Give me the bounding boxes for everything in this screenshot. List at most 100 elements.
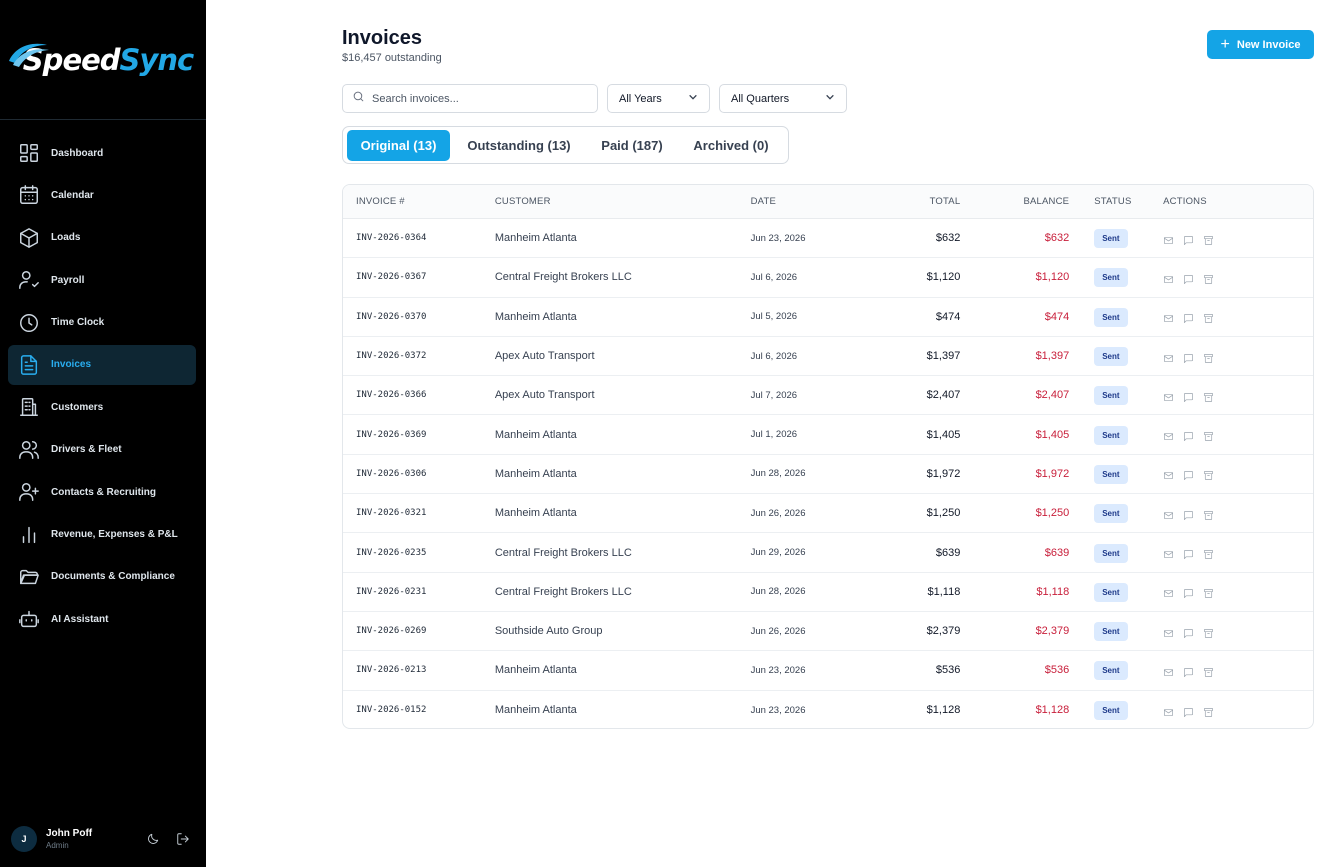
sidebar-item-payroll[interactable]: Payroll — [8, 260, 196, 300]
table-row[interactable]: INV-2026-0321 Manheim Atlanta Jun 26, 20… — [343, 494, 1313, 534]
sidebar-item-invoices[interactable]: Invoices — [8, 344, 196, 385]
invoice-number[interactable]: INV-2026-0372 — [356, 351, 427, 362]
table-row[interactable]: INV-2026-0364 Manheim Atlanta Jun 23, 20… — [343, 219, 1313, 259]
message-icon[interactable] — [1183, 665, 1194, 677]
sidebar-item-loads[interactable]: Loads — [8, 218, 196, 258]
email-icon[interactable] — [1163, 547, 1174, 559]
message-icon[interactable] — [1183, 547, 1194, 559]
col-balance-header[interactable]: BALANCE — [1023, 196, 1070, 207]
invoice-number[interactable]: INV-2026-0235 — [356, 547, 427, 558]
col-invoice-header[interactable]: INVOICE # — [356, 196, 405, 207]
brand-logo[interactable]: SpeedSync — [0, 0, 206, 120]
email-icon[interactable] — [1163, 626, 1174, 637]
archive-icon[interactable] — [1203, 626, 1214, 638]
table-row[interactable]: INV-2026-0306 Manheim Atlanta Jun 28, 20… — [343, 455, 1313, 495]
invoice-number[interactable]: INV-2026-0370 — [356, 311, 427, 322]
archive-icon[interactable] — [1203, 311, 1214, 324]
invoice-number[interactable]: INV-2026-0367 — [356, 272, 427, 283]
archive-icon[interactable] — [1203, 468, 1214, 481]
email-icon[interactable] — [1163, 351, 1174, 362]
invoice-number[interactable]: INV-2026-0321 — [356, 508, 427, 519]
email-icon[interactable] — [1163, 311, 1174, 323]
email-icon[interactable] — [1163, 508, 1174, 519]
invoice-number[interactable]: INV-2026-0231 — [356, 586, 427, 597]
quarter-select[interactable]: All Quarters — [719, 84, 847, 113]
status-cell: Sent — [1069, 621, 1163, 642]
table-row[interactable]: INV-2026-0367 Central Freight Brokers LL… — [343, 258, 1313, 298]
invoice-number[interactable]: INV-2026-0306 — [356, 468, 427, 479]
invoice-number[interactable]: INV-2026-0213 — [356, 665, 427, 676]
invoice-number[interactable]: INV-2026-0366 — [356, 390, 427, 401]
message-icon[interactable] — [1183, 390, 1194, 402]
email-icon[interactable] — [1163, 468, 1174, 480]
col-customer-header[interactable]: CUSTOMER — [494, 196, 551, 207]
search-input[interactable] — [372, 92, 592, 105]
sidebar-item-dashboard[interactable]: Dashboard — [8, 133, 196, 173]
message-icon[interactable] — [1183, 626, 1194, 638]
message-icon[interactable] — [1183, 586, 1194, 599]
archive-icon[interactable] — [1203, 351, 1214, 363]
archive-icon[interactable] — [1203, 390, 1214, 402]
archive-icon[interactable] — [1203, 272, 1214, 284]
invoice-date: Jun 26, 2026 — [750, 507, 806, 519]
email-icon[interactable] — [1163, 705, 1174, 716]
message-icon[interactable] — [1183, 233, 1194, 245]
archive-icon[interactable] — [1203, 665, 1214, 677]
logout-button[interactable] — [176, 832, 190, 846]
message-icon[interactable] — [1183, 311, 1194, 324]
message-icon[interactable] — [1183, 508, 1194, 520]
table-row[interactable]: INV-2026-0370 Manheim Atlanta Jul 5, 202… — [343, 298, 1313, 337]
sidebar-item-drivers-fleet[interactable]: Drivers & Fleet — [8, 430, 196, 470]
email-icon[interactable] — [1163, 272, 1174, 283]
new-invoice-button[interactable]: + New Invoice — [1207, 30, 1314, 59]
table-row[interactable]: INV-2026-0235 Central Freight Brokers LL… — [343, 533, 1313, 573]
table-row[interactable]: INV-2026-0213 Manheim Atlanta Jun 23, 20… — [343, 651, 1313, 691]
sidebar-item-ai-assistant[interactable]: AI Assistant — [8, 599, 196, 639]
year-select[interactable]: All Years — [607, 84, 710, 113]
message-icon[interactable] — [1183, 705, 1194, 717]
email-icon[interactable] — [1163, 429, 1174, 441]
tab-original[interactable]: Original (13) — [347, 129, 450, 161]
tab-archived[interactable]: Archived (0) — [693, 137, 769, 153]
archive-icon[interactable] — [1203, 233, 1214, 245]
invoice-number[interactable]: INV-2026-0364 — [356, 233, 427, 244]
table-row[interactable]: INV-2026-0269 Southside Auto Group Jun 2… — [343, 612, 1313, 652]
table-body: INV-2026-0364 Manheim Atlanta Jun 23, 20… — [343, 219, 1313, 728]
archive-icon[interactable] — [1203, 705, 1214, 717]
sidebar-item-documents[interactable]: Documents & Compliance — [8, 557, 196, 597]
avatar[interactable]: J — [11, 826, 37, 852]
table-row[interactable]: INV-2026-0152 Manheim Atlanta Jun 23, 20… — [343, 691, 1313, 728]
archive-icon[interactable] — [1203, 429, 1214, 442]
email-icon[interactable] — [1163, 665, 1174, 676]
email-icon[interactable] — [1163, 233, 1174, 244]
message-icon[interactable] — [1183, 429, 1194, 442]
invoice-number[interactable]: INV-2026-0269 — [356, 626, 427, 637]
invoice-number[interactable]: INV-2026-0369 — [356, 429, 427, 440]
invoice-date: Jul 6, 2026 — [750, 350, 798, 362]
invoice-balance: $1,250 — [1035, 507, 1070, 520]
archive-icon[interactable] — [1203, 547, 1214, 559]
sidebar-item-calendar[interactable]: Calendar — [8, 175, 196, 215]
message-icon[interactable] — [1183, 272, 1194, 284]
message-icon[interactable] — [1183, 351, 1194, 363]
archive-icon[interactable] — [1203, 508, 1214, 520]
sidebar-item-contacts-recruiting[interactable]: Contacts & Recruiting — [8, 472, 196, 512]
col-date-header[interactable]: DATE — [750, 196, 776, 207]
tab-paid[interactable]: Paid (187) — [601, 137, 663, 153]
tab-outstanding[interactable]: Outstanding (13) — [467, 137, 571, 153]
archive-icon[interactable] — [1203, 586, 1214, 599]
invoice-number[interactable]: INV-2026-0152 — [356, 705, 427, 716]
table-row[interactable]: INV-2026-0366 Apex Auto Transport Jul 7,… — [343, 376, 1313, 416]
sidebar-item-revenue[interactable]: Revenue, Expenses & P&L — [8, 515, 196, 555]
col-total-header[interactable]: TOTAL — [929, 196, 961, 207]
email-icon[interactable] — [1163, 390, 1174, 401]
table-row[interactable]: INV-2026-0231 Central Freight Brokers LL… — [343, 573, 1313, 612]
theme-toggle-button[interactable] — [146, 832, 160, 846]
email-icon[interactable] — [1163, 586, 1174, 598]
table-row[interactable]: INV-2026-0369 Manheim Atlanta Jul 1, 202… — [343, 415, 1313, 455]
sidebar-item-time-clock[interactable]: Time Clock — [8, 303, 196, 343]
col-status-header[interactable]: STATUS — [1094, 196, 1132, 207]
sidebar-item-customers[interactable]: Customers — [8, 387, 196, 427]
message-icon[interactable] — [1183, 468, 1194, 481]
table-row[interactable]: INV-2026-0372 Apex Auto Transport Jul 6,… — [343, 337, 1313, 377]
